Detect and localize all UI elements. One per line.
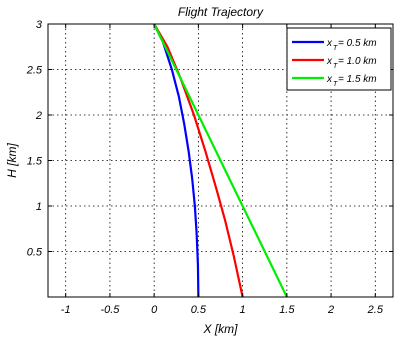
series-line-0 xyxy=(153,23,200,298)
legend-label-main: x xyxy=(326,56,333,67)
x-tick-label: 1.5 xyxy=(279,304,295,316)
series-line-1 xyxy=(153,23,244,298)
legend-label-sub: T xyxy=(333,81,338,88)
x-tick-label: 2.5 xyxy=(367,304,384,316)
y-tick-label: 3 xyxy=(36,19,43,31)
legend-label-sub: T xyxy=(333,45,338,52)
x-tick-label: 1 xyxy=(240,304,246,316)
x-tick-label: -1 xyxy=(61,304,71,316)
y-tick-label: 1.5 xyxy=(27,156,43,168)
x-axis-label: X [km] xyxy=(202,322,238,336)
legend-label-rest: = 0.5 km xyxy=(338,38,377,49)
x-tick-label: -0.5 xyxy=(100,304,120,316)
series-line-2 xyxy=(153,23,288,298)
y-tick-label: 1 xyxy=(36,201,42,213)
x-tick-label: 0.5 xyxy=(191,304,207,316)
ticks: -1 -0.5 0 0.5 1 1.5 2 2.5 0.5 1 1.5 2 2.5 3 xyxy=(26,19,393,316)
legend-label-rest: = 1.5 km xyxy=(338,74,377,85)
x-tick-label: 0 xyxy=(151,304,158,316)
x-tick-label: 2 xyxy=(327,304,334,316)
y-tick-label: 2 xyxy=(35,110,42,122)
legend-label-main: x xyxy=(326,74,333,85)
series-lines xyxy=(153,23,288,298)
legend-label-main: x xyxy=(326,38,333,49)
y-axis-label: H [km] xyxy=(5,143,19,178)
chart-title: Flight Trajectory xyxy=(178,5,264,19)
y-tick-label: 0.5 xyxy=(27,247,43,259)
y-tick-label: 2.5 xyxy=(26,65,43,77)
legend-label-rest: = 1.0 km xyxy=(338,56,377,67)
legend-label-sub: T xyxy=(333,63,338,70)
